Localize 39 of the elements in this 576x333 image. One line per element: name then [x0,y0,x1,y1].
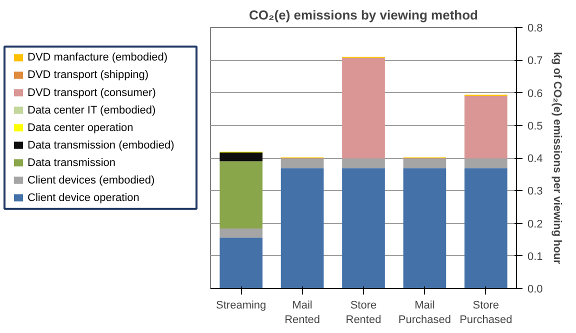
y-tick-label: 0.7 [528,55,543,68]
bar [280,158,324,168]
x-tick-label: Mail Rented [284,300,320,326]
legend-label: DVD manfacture (embodied) [28,52,168,64]
y-tick-label: 0.5 [528,120,543,132]
y-axis-title: kg of CO₂(e) emissions per viewing hour [550,52,563,265]
bar [220,238,263,288]
y-tick-label: 0.8 [528,22,543,34]
bar [342,158,385,168]
bar [342,58,385,158]
legend-label: Data transmission (embodied) [28,139,174,152]
x-tick-label: Mail Purchased [398,300,451,326]
legend-label: Data center operation [28,122,134,134]
bar [220,228,263,238]
chart-title: CO₂(e) emissions by viewing method [249,8,478,22]
bar [464,168,508,288]
bar [220,152,263,162]
legend-label: Client device operation [28,192,140,204]
bar [220,161,263,228]
x-tick-label: Streaming [216,300,266,312]
bar [403,168,446,288]
bar [342,168,385,288]
legend-label: Data center IT (embodied) [28,104,156,116]
legend-label: Client devices (embodied) [28,174,155,186]
y-tick-label: 0.1 [528,250,543,263]
legend-label: DVD transport (shipping) [28,69,149,82]
legend-label: Data transmission [28,156,116,169]
y-tick-label: 0.3 [528,186,543,198]
y-tick-label: 0.4 [528,153,543,165]
bar [464,96,508,158]
bar [403,158,446,168]
y-tick-label: 0.6 [528,88,543,100]
x-tick-label: Store Rented [346,300,382,326]
y-tick-label: 0.2 [528,218,543,230]
bar [464,158,508,168]
bar [280,168,324,288]
x-tick-label: Store Purchased [460,300,512,326]
legend-label: DVD transport (consumer) [28,86,156,99]
y-tick-label: 0.0 [528,284,543,296]
